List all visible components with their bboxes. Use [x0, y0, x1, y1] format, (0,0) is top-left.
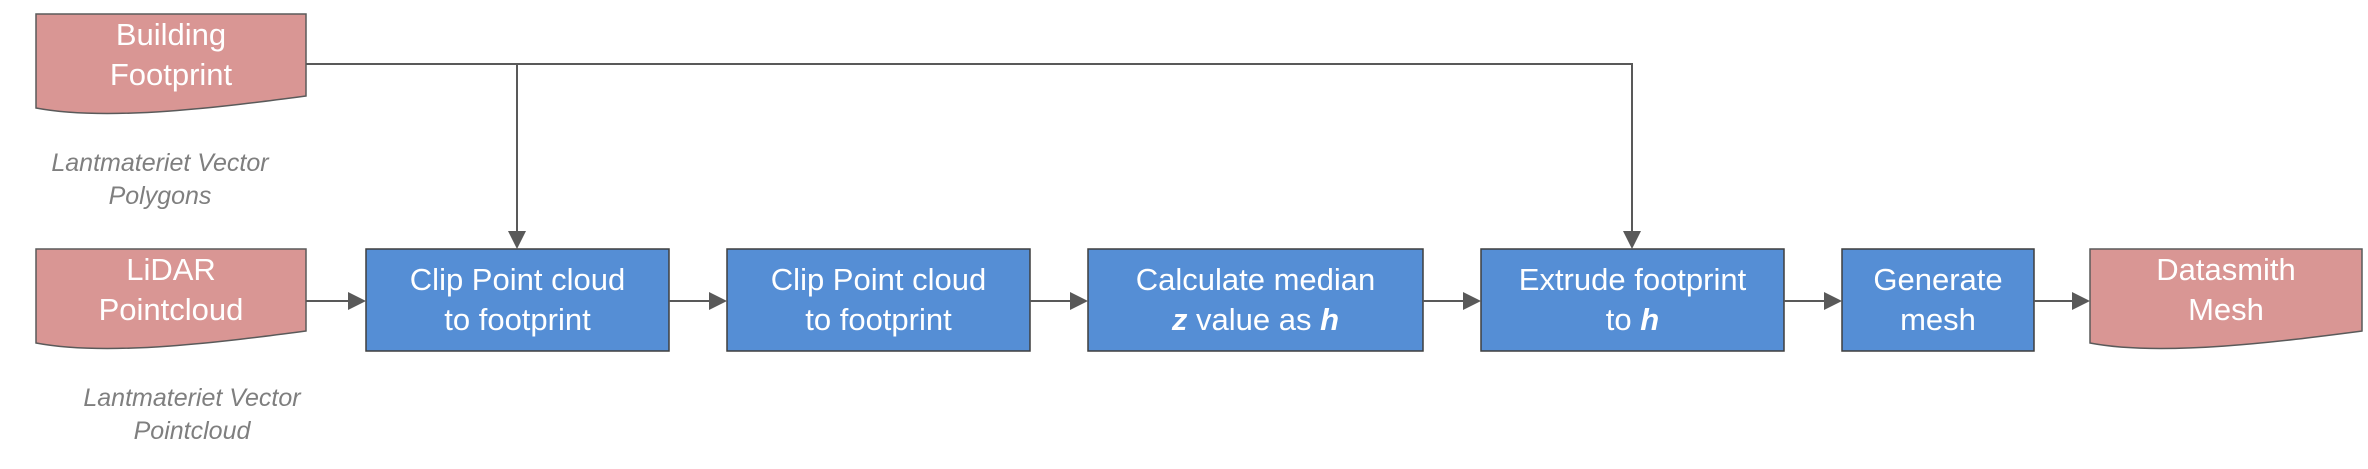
- h-variable: h: [1320, 302, 1340, 337]
- lidar-shape: [35, 248, 307, 350]
- arrowhead-median: [1070, 292, 1088, 310]
- arrowhead-clip-2: [709, 292, 727, 310]
- lidar-source-note: Lantmateriet Vector Pointcloud: [83, 384, 301, 445]
- datasmith-mesh-shape: [2089, 248, 2363, 350]
- footprint-source-note: Lantmateriet Vector Polygons: [51, 149, 269, 210]
- building-footprint-shape: [35, 13, 307, 115]
- arrowhead-to-extrude: [1623, 231, 1641, 249]
- extrude-step-label: Extrude footprint to h: [1481, 249, 1784, 351]
- h-variable: h: [1640, 302, 1660, 337]
- arrowhead-clip-1: [348, 292, 366, 310]
- clip-step-1-box: [365, 248, 670, 352]
- generate-step-label: Generate mesh: [1873, 262, 2003, 337]
- median-formula: z value as h: [1171, 302, 1340, 337]
- arrowhead-generate: [1824, 292, 1842, 310]
- z-variable: z: [1171, 302, 1188, 337]
- arrowhead-to-clip-1: [508, 231, 526, 249]
- arrowhead-output: [2072, 292, 2090, 310]
- median-step-box: [1087, 248, 1424, 352]
- clip-step-2-label: Clip Point cloud to footprint: [770, 262, 987, 337]
- clip-step-2-box: [726, 248, 1031, 352]
- arrowhead-extrude: [1463, 292, 1481, 310]
- lidar-label: LiDAR Pointcloud: [98, 252, 244, 327]
- datasmith-mesh-label: Datasmith Mesh: [2156, 252, 2296, 327]
- extrude-target: to h: [1605, 302, 1660, 337]
- building-footprint-label: Building Footprint: [109, 17, 233, 92]
- median-step-label: Calculate median z value as h: [1088, 249, 1423, 351]
- footprint-connector: [306, 63, 1633, 233]
- clip-step-1-label: Clip Point cloud to footprint: [409, 262, 626, 337]
